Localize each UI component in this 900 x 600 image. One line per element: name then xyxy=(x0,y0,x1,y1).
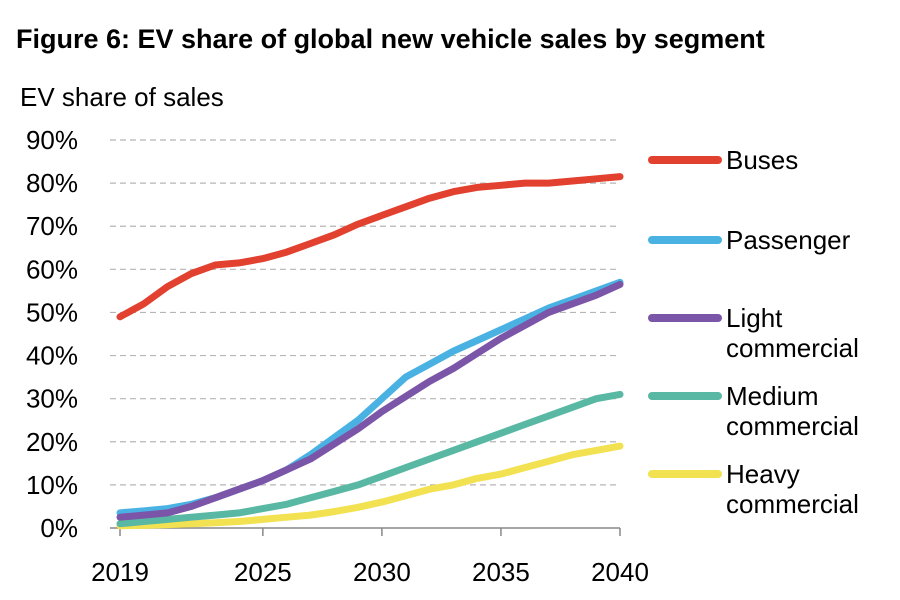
legend: BusesPassengerLightcommercialMediumcomme… xyxy=(648,145,859,519)
legend-label: Light xyxy=(726,303,783,333)
legend-label: commercial xyxy=(726,333,859,363)
series-line-heavy-commercial xyxy=(116,442,624,530)
legend-label: commercial xyxy=(726,489,859,519)
x-tick-labels: 2019 2025 2030 2035 2040 xyxy=(91,557,649,587)
legend-label: Buses xyxy=(726,145,798,175)
y-tick-label: 40% xyxy=(26,341,78,371)
x-tick-label: 2025 xyxy=(234,557,292,587)
legend-item: Buses xyxy=(648,145,798,175)
y-tick-label: 10% xyxy=(26,470,78,500)
x-tick-label: 2030 xyxy=(353,557,411,587)
x-axis xyxy=(110,527,621,536)
series-line-medium-commercial xyxy=(116,390,624,528)
y-tick-label: 80% xyxy=(26,168,78,198)
y-tick-label: 70% xyxy=(26,211,78,241)
x-tick-label: 2040 xyxy=(591,557,649,587)
series-line-buses xyxy=(116,173,624,321)
legend-label: Heavy xyxy=(726,459,800,489)
x-tick-label: 2035 xyxy=(472,557,530,587)
y-tick-label: 50% xyxy=(26,297,78,327)
y-tick-label: 30% xyxy=(26,384,78,414)
legend-item: Passenger xyxy=(648,225,851,255)
chart-title: Figure 6: EV share of global new vehicle… xyxy=(16,24,765,54)
legend-label: Medium xyxy=(726,381,818,411)
y-tick-labels: 0% 10% 20% 30% 40% 50% 60% 70% 80% 90% xyxy=(26,125,78,543)
series-line-light-commercial xyxy=(116,280,624,521)
x-tick-label: 2019 xyxy=(91,557,149,587)
y-tick-label: 60% xyxy=(26,254,78,284)
gridlines xyxy=(110,139,620,486)
y-axis-label: EV share of sales xyxy=(20,82,224,112)
y-tick-label: 20% xyxy=(26,427,78,457)
y-tick-label: 90% xyxy=(26,125,78,155)
y-tick-label: 0% xyxy=(40,513,78,543)
series-lines xyxy=(116,173,624,530)
legend-label: commercial xyxy=(726,411,859,441)
legend-label: Passenger xyxy=(726,225,851,255)
